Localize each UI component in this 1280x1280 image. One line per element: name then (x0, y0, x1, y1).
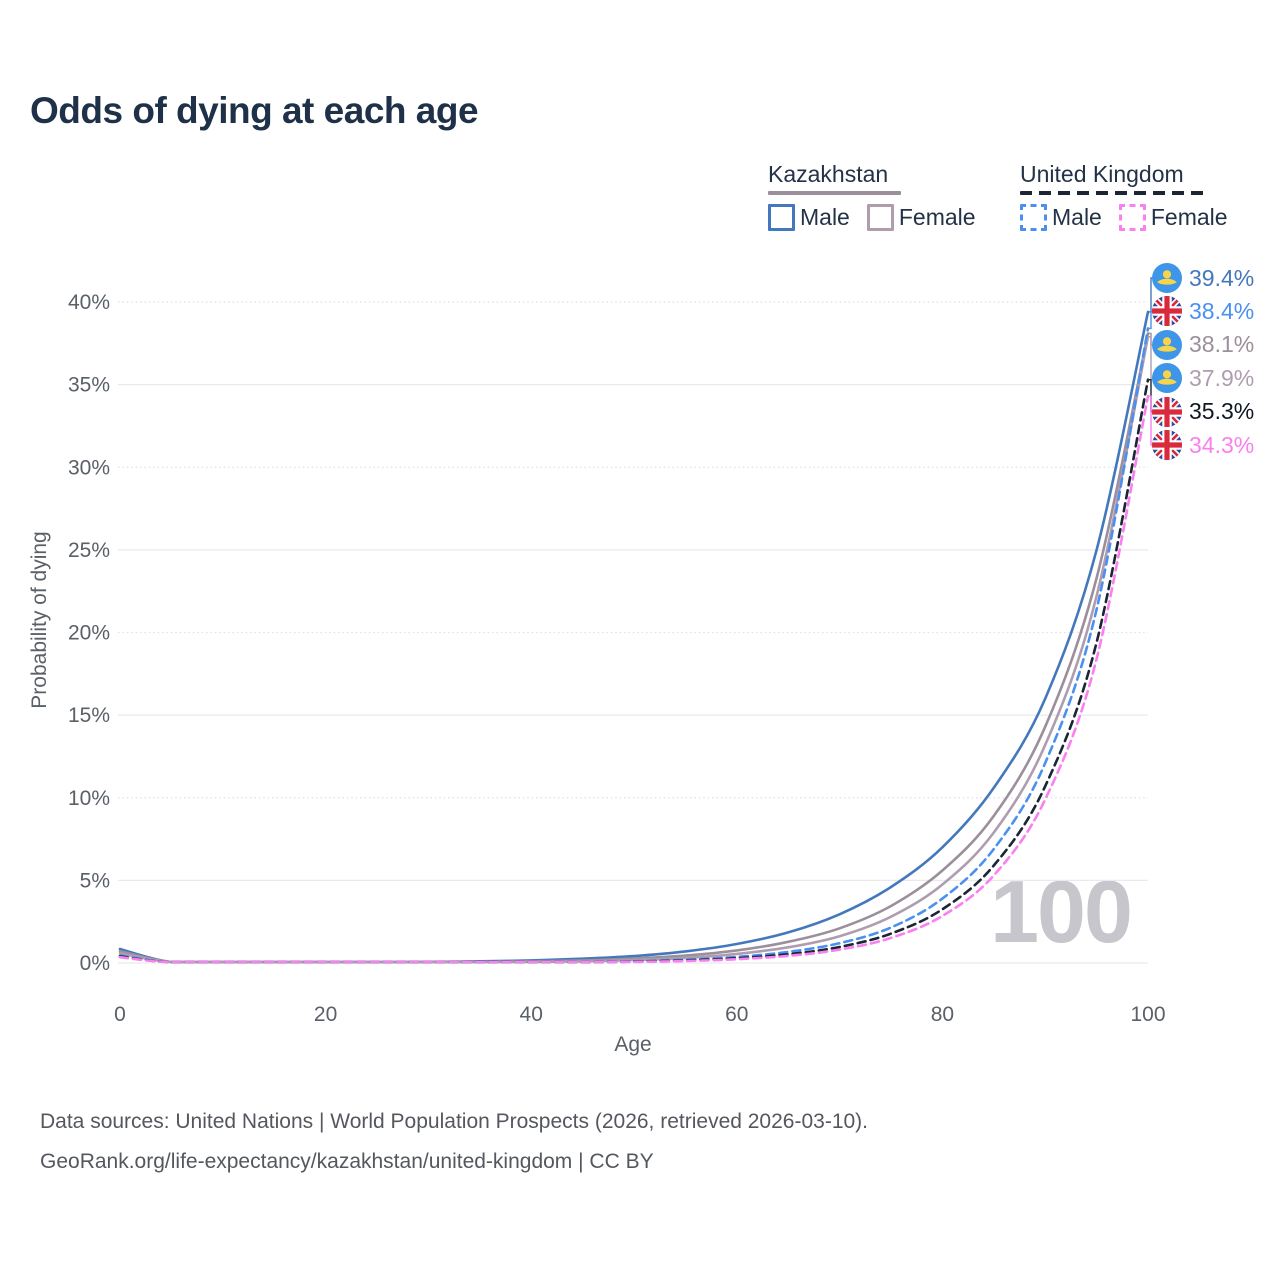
hovered-age-watermark: 100 (990, 862, 1133, 961)
data-source-line: Data sources: United Nations | World Pop… (40, 1110, 869, 1133)
y-tick-label-0: 0% (80, 952, 110, 975)
x-tick-label-20: 20 (314, 1003, 337, 1026)
leader-line-uk-male (1148, 310, 1156, 330)
legend-label-kazakhstan-male: Male (800, 204, 850, 231)
y-tick-label-20: 20% (68, 622, 110, 645)
x-tick-label-100: 100 (1130, 1003, 1165, 1026)
legend-country-title-united-kingdom: United Kingdom (1020, 161, 1184, 187)
y-axis-title: Probability of dying (28, 531, 51, 708)
legend-line-sample-kazakhstan (768, 191, 901, 196)
legend-country-title-kazakhstan: Kazakhstan (768, 161, 889, 187)
legend-swatch-kazakhstan-male (768, 204, 795, 232)
y-tick-label-40: 40% (68, 291, 110, 314)
leader-lines (1148, 277, 1156, 446)
data-series (118, 310, 1150, 964)
leader-line-kz-female (1148, 336, 1156, 379)
x-tick-label-40: 40 (520, 1003, 543, 1026)
x-tick-label-80: 80 (931, 1003, 954, 1026)
y-tick-label-5: 5% (80, 869, 110, 892)
series-line-kz-both (118, 332, 1150, 964)
legend-group-united-kingdom: United Kingdom Male Female (1020, 161, 1228, 232)
legend-label-united-kingdom-female: Female (1150, 204, 1228, 231)
x-axis-label: Age (614, 1033, 651, 1056)
legend-label-kazakhstan-female: Female (898, 204, 976, 231)
y-tick-label-25: 25% (68, 539, 110, 562)
x-tick-label-60: 60 (725, 1003, 748, 1026)
y-tick-label-35: 35% (68, 374, 110, 397)
leader-line-uk-female (1148, 395, 1156, 446)
legend-swatch-united-kingdom-male (1020, 204, 1047, 232)
x-tick-label-0: 0 (114, 1003, 126, 1026)
license-line: GeoRank.org/life-expectancy/kazakhstan/u… (40, 1150, 654, 1173)
axis-ticks: 0% 5% 10% 15% 20% 25% 30% 35% 40% 0 20 40 60 80 100 (68, 291, 1166, 1026)
series-line-kz-female (118, 335, 1150, 964)
chart-title: Odds of dying at each age (30, 90, 479, 131)
legend-group-kazakhstan: Kazakhstan Male Female (768, 161, 976, 232)
leader-line-kz-both (1148, 332, 1156, 346)
legend-label-united-kingdom-male: Male (1052, 204, 1102, 231)
y-tick-label-30: 30% (68, 456, 110, 479)
legend-line-sample-united-kingdom (1020, 191, 1206, 196)
y-tick-label-15: 15% (68, 704, 110, 727)
legend-swatch-united-kingdom-female (1118, 204, 1146, 232)
legend-swatch-kazakhstan-female (866, 204, 894, 232)
series-line-uk-female (118, 394, 1150, 964)
leader-line-kz-male (1148, 277, 1156, 313)
y-tick-label-10: 10% (68, 787, 110, 810)
